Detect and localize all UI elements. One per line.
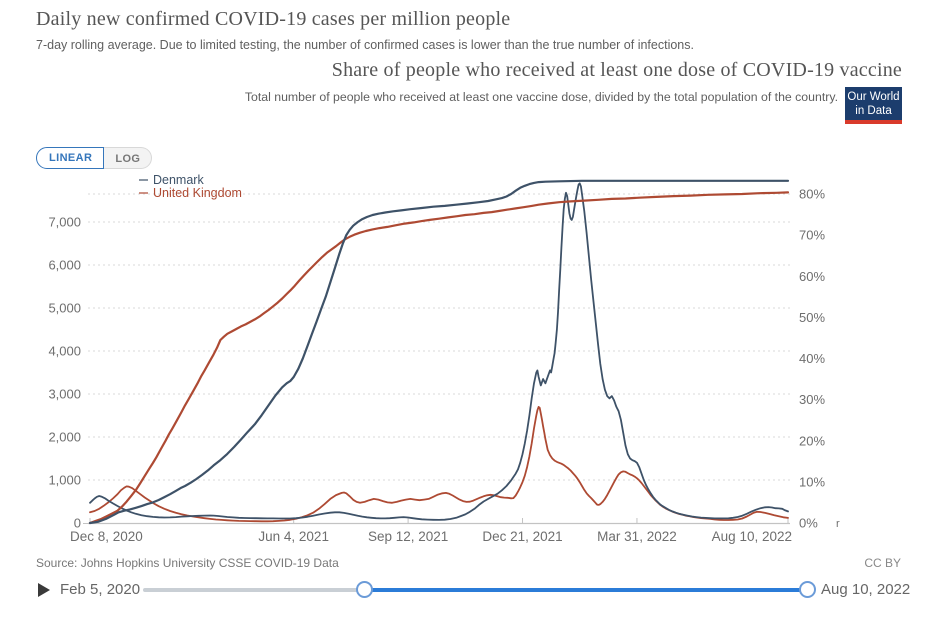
secondary-subtitle: Total number of people who received at l… <box>244 90 838 104</box>
left-axis-label: 0 <box>74 516 81 531</box>
left-axis-label: 1,000 <box>48 473 81 488</box>
play-button[interactable] <box>38 583 50 597</box>
legend-label-denmark: Denmark <box>153 172 204 187</box>
license-badge[interactable]: CC BY <box>864 556 901 570</box>
right-axis-label: 20% <box>799 433 825 448</box>
right-axis-label: 40% <box>799 351 825 366</box>
x-axis-label: Sep 12, 2021 <box>368 529 448 544</box>
right-axis-label: 0% <box>799 516 818 531</box>
united-kingdom-line-marker <box>139 191 148 194</box>
x-axis-label: Dec 8, 2020 <box>70 529 143 544</box>
right-axis-label: 10% <box>799 474 825 489</box>
timeline-track-active[interactable] <box>365 588 808 592</box>
left-axis-label: 7,000 <box>48 215 81 230</box>
legend-label-united-kingdom: United Kingdom <box>153 185 242 200</box>
right-axis-label: 30% <box>799 392 825 407</box>
x-axis-label: Jun 4, 2021 <box>258 529 329 544</box>
log-scale-button[interactable]: LOG <box>104 147 153 169</box>
denmark-line-marker <box>139 178 148 181</box>
page-title: Daily new confirmed COVID-19 cases per m… <box>36 8 511 30</box>
timeline-end-date: Aug 10, 2022 <box>821 581 911 598</box>
left-axis-label: 4,000 <box>48 344 81 359</box>
legend-item-united-kingdom[interactable]: United Kingdom <box>139 185 242 200</box>
secondary-title: Share of people who received at least on… <box>331 59 902 81</box>
linear-scale-button[interactable]: LINEAR <box>36 147 105 169</box>
left-axis-label: 3,000 <box>48 387 81 402</box>
secondary-header: Share of people who received at least on… <box>245 59 902 124</box>
right-axis-label: 50% <box>799 310 825 325</box>
right-axis-label: 70% <box>799 228 825 243</box>
timeline-start-handle[interactable] <box>356 581 373 598</box>
legend: Denmark United Kingdom <box>139 172 242 200</box>
right-axis-label: 80% <box>799 187 825 202</box>
owid-logo[interactable]: Our World in Data <box>845 87 902 124</box>
x-axis-label: Mar 31, 2022 <box>597 529 677 544</box>
series-line-denmark-cases <box>89 182 789 521</box>
left-axis-label: 5,000 <box>48 301 81 316</box>
logo-line2: in Data <box>855 104 892 117</box>
logo-line1: Our World <box>847 90 900 103</box>
stray-glyph: r <box>836 518 840 530</box>
timeline-track-inactive[interactable] <box>143 588 365 592</box>
timeline-end-handle[interactable] <box>799 581 816 598</box>
series-line-denmark-vaccinated <box>88 179 790 525</box>
scale-toggle: LINEAR LOG <box>36 147 153 169</box>
right-axis-label: 60% <box>799 269 825 284</box>
timeline-start-date: Feb 5, 2020 <box>60 581 141 598</box>
source-note: Source: Johns Hopkins University CSSE CO… <box>36 556 339 570</box>
left-axis-label: 2,000 <box>48 430 81 445</box>
series-line-united-kingdom-cases <box>89 406 789 523</box>
x-axis-label: Aug 10, 2022 <box>712 529 792 544</box>
page-subtitle: 7-day rolling average. Due to limited te… <box>36 38 694 52</box>
x-axis-label: Dec 21, 2021 <box>482 529 562 544</box>
series-line-united-kingdom-vaccinated <box>88 191 790 525</box>
left-axis-label: 6,000 <box>48 258 81 273</box>
legend-item-denmark[interactable]: Denmark <box>139 172 242 187</box>
